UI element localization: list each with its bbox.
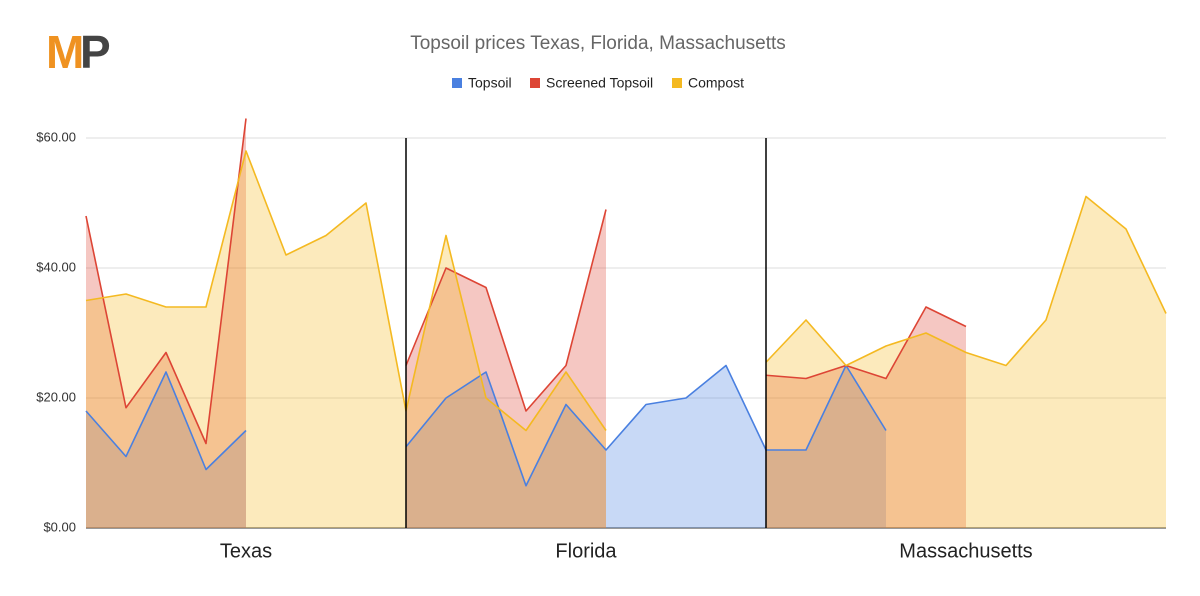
chart-title: Topsoil prices Texas, Florida, Massachus… [410, 33, 786, 54]
y-tick-label: $0.00 [43, 519, 76, 534]
x-category-label: Massachusetts [899, 540, 1032, 562]
series-line [85, 364, 887, 487]
x-category-label: Texas [220, 540, 272, 562]
area-fill [86, 118, 966, 528]
logo-p: P [80, 26, 111, 78]
logo-m: M [46, 26, 82, 78]
area-fill [86, 365, 886, 528]
legend-label: Topsoil [468, 75, 512, 91]
x-category-label: Florida [555, 540, 617, 562]
series-line [85, 118, 967, 445]
y-tick-label: $40.00 [36, 259, 76, 274]
legend-label: Screened Topsoil [546, 75, 653, 91]
area-fill [86, 151, 1166, 528]
y-tick-label: $60.00 [36, 129, 76, 144]
legend-label: Compost [688, 75, 744, 91]
y-tick-label: $20.00 [36, 389, 76, 404]
legend-swatch [452, 78, 462, 88]
legend-swatch [530, 78, 540, 88]
legend-swatch [672, 78, 682, 88]
series-line [85, 150, 1167, 432]
